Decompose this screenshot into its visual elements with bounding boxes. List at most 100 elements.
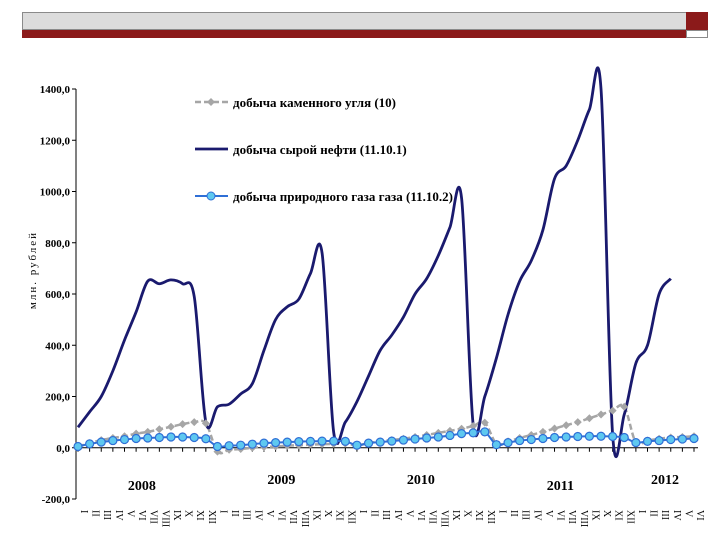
x-tick-label: XII [485, 510, 496, 524]
y-tick-label: 400,0 [45, 340, 70, 352]
gas-point [154, 432, 164, 443]
gas-point [468, 428, 478, 438]
gas-point [282, 437, 292, 447]
y-tick-label: -200,0 [42, 494, 71, 506]
x-tick-label: IX [171, 510, 182, 521]
x-tick-label: I [357, 510, 368, 513]
x-tick-label: XII [624, 510, 635, 524]
x-tick-label: VII [148, 510, 159, 524]
gas-point [422, 433, 432, 443]
legend-label: добыча природного газа газа (11.10.2) [233, 189, 453, 204]
coal-point [620, 402, 629, 411]
y-tick-label: 800,0 [45, 238, 70, 250]
x-tick-label: VI [555, 510, 566, 521]
gas-point [259, 438, 269, 448]
year-labels: 2008 2009 2010 2011 2012 [128, 473, 679, 494]
y-axis-label: млн. рублей [27, 231, 39, 309]
x-tick-label: IV [531, 510, 542, 521]
x-tick-label: I [496, 510, 507, 513]
coal-point [166, 422, 175, 431]
x-tick-label: VIII [438, 510, 449, 527]
gas-point [270, 438, 281, 448]
gas-point [410, 434, 420, 444]
gas-point [596, 431, 606, 441]
x-tick-label: II [369, 510, 380, 517]
x-tick-label: VI [136, 510, 147, 521]
year-label: 2008 [128, 479, 156, 494]
x-tick-label: V [403, 510, 414, 518]
header-red-bar [22, 30, 686, 38]
year-label: 2009 [267, 473, 295, 488]
y-tick-label: 1200,0 [40, 135, 71, 147]
gas-point [619, 432, 629, 443]
gas-point [329, 436, 339, 446]
coal-point [469, 421, 478, 430]
gas-point [666, 434, 676, 445]
series-lines [76, 66, 695, 458]
x-month-labels: I II III IV V VI VII VIII IX X XI XII I II III IV V VI VII… [78, 510, 705, 527]
y-tick-label: 1400,0 [40, 84, 71, 96]
year-label: 2010 [407, 473, 435, 488]
x-tick-label: III [659, 510, 670, 520]
coal-point [573, 418, 582, 427]
gas-point [503, 438, 513, 448]
coal-point [550, 424, 559, 433]
gas-point [375, 437, 385, 447]
coal-point [585, 414, 594, 423]
x-tick-label: IV [252, 510, 263, 521]
gas-point [526, 434, 536, 445]
coal-point [480, 418, 489, 427]
gas-point [247, 439, 257, 449]
x-tick-label: XI [473, 510, 484, 521]
year-label: 2011 [547, 479, 574, 494]
x-tick-label: VIII [299, 510, 310, 527]
x-tick-label: XI [613, 510, 624, 521]
y-tick-label: 200,0 [45, 392, 70, 404]
gas-point [363, 438, 374, 448]
coal-point [155, 425, 164, 434]
gas-point [143, 433, 153, 443]
gas-point [549, 432, 560, 443]
y-tick-label: 600,0 [45, 289, 70, 301]
gas-point [352, 440, 362, 450]
gas-point [212, 441, 223, 452]
gas-point [131, 433, 141, 444]
x-tick-label: IX [310, 510, 321, 521]
gas-point [538, 433, 548, 444]
gas-point [294, 437, 304, 447]
x-tick-label: XI [194, 510, 205, 521]
x-tick-label: II [229, 510, 240, 517]
series-oil-line [76, 66, 672, 458]
gas-point [584, 431, 594, 441]
x-tick-label: VI [694, 510, 705, 521]
x-tick-label: XII [345, 510, 356, 524]
gas-point [236, 440, 246, 450]
x-tick-label: IV [392, 510, 403, 521]
gas-point [491, 440, 502, 450]
x-tick-label: VII [566, 510, 577, 524]
gas-point [398, 435, 409, 445]
coal-point [597, 410, 606, 419]
x-tick-label: III [380, 510, 391, 520]
gas-point [689, 433, 699, 444]
legend-label: добыча сырой нефти (11.10.1) [233, 142, 407, 157]
gas-point [515, 435, 525, 446]
coal-point [190, 418, 199, 427]
y-tick-labels: -200,0 0,0 200,0 400,0 600,0 800,0 1000,0 1200,… [40, 84, 71, 506]
legend-diamond-marker [207, 98, 215, 106]
x-tick-label: X [322, 510, 333, 518]
gas-point [305, 436, 316, 446]
x-tick-label: V [264, 510, 275, 518]
x-tick-label: IV [671, 510, 682, 521]
x-tick-label: VII [287, 510, 298, 524]
gas-point [85, 439, 95, 449]
gas-point [108, 435, 118, 446]
gas-point [677, 434, 687, 444]
gas-point [73, 441, 83, 452]
x-tick-label: I [636, 510, 647, 513]
gas-point [96, 437, 106, 447]
y-tick-label: 0,0 [56, 443, 70, 455]
gas-point [224, 441, 234, 451]
gas-point [573, 431, 583, 442]
